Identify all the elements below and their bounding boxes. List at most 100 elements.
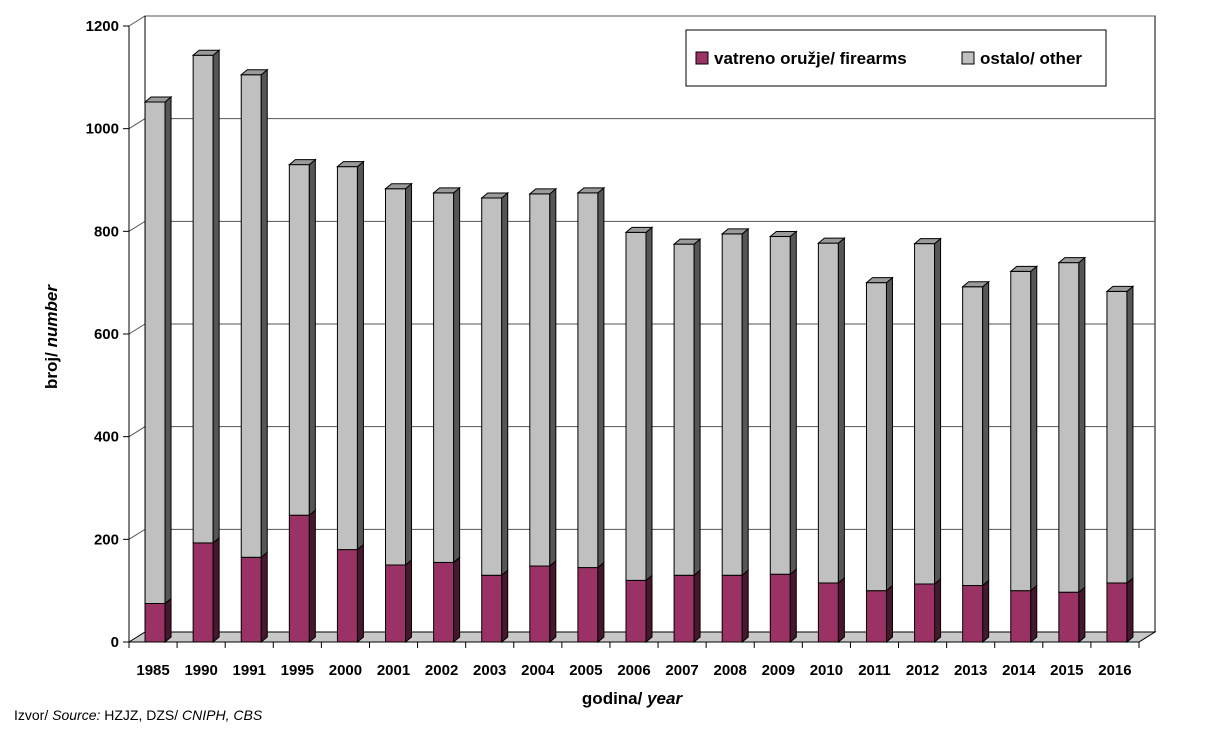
- bar-2005-firearms: [577, 561, 605, 644]
- bar-2003-firearms: [481, 569, 509, 644]
- bar-2015-firearms-front: [1058, 591, 1080, 643]
- y-tick-label-1200: 1200: [86, 18, 119, 35]
- bar-2009-other-top: [768, 230, 798, 237]
- bar-2005-other-front: [577, 192, 599, 569]
- bar-1990-firearms-side: [212, 536, 220, 644]
- bar-2005-firearms-side: [597, 561, 605, 644]
- x-tick-label-2011: 2011: [858, 662, 891, 679]
- bar-1990-other-side: [212, 49, 220, 544]
- bar-2015-other-front: [1058, 262, 1080, 593]
- bar-1991-other-top: [239, 69, 269, 76]
- bar-1990-firearms: [192, 536, 220, 644]
- bar-2002-other-side: [453, 186, 461, 564]
- bar-2003-firearms-front: [481, 574, 503, 643]
- bar-2012-other-front: [914, 243, 936, 585]
- bar-2008-other-side: [741, 227, 749, 577]
- x-tick-label-2006: 2006: [617, 662, 650, 679]
- x-tick-label-2013: 2013: [954, 662, 987, 679]
- x-tick-label-2003: 2003: [473, 662, 506, 679]
- bar-2000-other-side: [356, 160, 364, 551]
- bar-2008-other-front: [721, 233, 743, 576]
- axes: [123, 16, 1140, 648]
- bar-2015-other: [1057, 256, 1087, 594]
- bar-2002-other-front: [433, 192, 455, 563]
- bar-2016-other: [1105, 285, 1135, 585]
- bar-1990-other-front: [192, 54, 214, 544]
- bar-2011-other-top: [865, 277, 894, 284]
- bar-2012-other-side: [934, 237, 942, 586]
- bar-2012-other: [913, 237, 942, 586]
- bar-2014-firearms-side: [1030, 584, 1038, 644]
- bar-1991-other: [239, 68, 269, 559]
- bar-2002-other: [432, 186, 462, 564]
- bar-2004-firearms: [529, 559, 557, 644]
- bar-2006-other: [624, 226, 654, 582]
- bar-2011-firearms: [865, 584, 893, 644]
- x-tick-label-2009: 2009: [762, 662, 795, 679]
- legend-label-other: ostalo/ other: [980, 49, 1082, 68]
- x-tick-label-2007: 2007: [665, 662, 698, 679]
- bar-2004-other-top: [528, 188, 558, 195]
- bar-2002-firearms-side: [453, 556, 461, 644]
- x-tick-label-1990: 1990: [184, 662, 217, 679]
- bar-2012-firearms-side: [934, 577, 942, 644]
- bar-2006-other-front: [625, 231, 647, 581]
- bar-2012-firearms-front: [914, 583, 936, 643]
- bar-2000-firearms: [336, 543, 364, 644]
- bar-2007-other: [672, 238, 702, 577]
- bar-2012-firearms: [914, 577, 942, 644]
- bar-1990-other: [191, 49, 221, 544]
- bar-1995-other-front: [288, 164, 310, 516]
- bar-1995-firearms: [288, 509, 316, 644]
- bar-2002-other-top: [432, 187, 462, 194]
- bar-1985-other-top: [143, 96, 173, 103]
- x-tick-label-2016: 2016: [1098, 662, 1131, 679]
- bar-2010-other-top: [816, 237, 846, 244]
- bar-2007-firearms: [673, 569, 701, 644]
- bar-2011-other-side: [885, 276, 893, 592]
- bar-2016-other-front: [1106, 290, 1128, 584]
- y-tick-label-800: 800: [94, 223, 119, 240]
- y-tick-label-0: 0: [111, 634, 119, 651]
- bar-1985-firearms-side: [164, 597, 172, 644]
- bar-2006-firearms-front: [625, 579, 647, 643]
- bars: [143, 49, 1135, 644]
- source-note: Izvor/ Source: HZJZ, DZS/ CNIPH, CBS: [14, 707, 263, 723]
- x-tick-label-2000: 2000: [329, 662, 362, 679]
- bar-2005-firearms-front: [577, 567, 599, 643]
- bar-1991-firearms-side: [260, 551, 268, 644]
- bar-2015-other-top: [1057, 257, 1087, 264]
- bar-2007-firearms-side: [693, 569, 701, 644]
- bar-2013-other: [961, 280, 991, 587]
- bar-2008-other: [720, 227, 750, 577]
- bar-2014-other-front: [1010, 270, 1032, 592]
- bar-2005-other: [576, 186, 606, 569]
- bar-1985-other-side: [164, 95, 172, 605]
- bar-2000-firearms-side: [356, 543, 364, 644]
- bar-2013-other-top: [961, 281, 991, 288]
- bar-2016-other-side: [1126, 285, 1134, 585]
- bar-2001-other: [384, 182, 413, 567]
- bar-2007-firearms-front: [673, 574, 695, 643]
- x-axis-title: godina/ year: [582, 689, 684, 708]
- bar-1991-other-front: [240, 74, 262, 558]
- x-tick-label-2005: 2005: [569, 662, 602, 679]
- legend-swatch-other: [961, 51, 975, 65]
- y-tick-label-600: 600: [94, 326, 119, 343]
- bar-2010-firearms-front: [817, 582, 839, 643]
- x-tick-label-1991: 1991: [233, 662, 266, 679]
- bar-2013-other-front: [962, 286, 984, 587]
- bar-2010-other-front: [817, 242, 839, 584]
- bar-2010-firearms: [817, 576, 845, 644]
- x-tick-labels: 1985 1990 1991 1995 2000 2001 2002 2003 2004 2005…: [136, 662, 1131, 679]
- bar-2009-other-side: [789, 230, 797, 576]
- bar-2008-firearms: [721, 569, 749, 644]
- bar-2006-firearms: [625, 574, 653, 644]
- bar-2009-firearms-side: [789, 568, 797, 644]
- bar-2003-other-front: [481, 197, 503, 576]
- bar-2003-firearms-side: [501, 569, 509, 644]
- bar-2013-firearms-front: [962, 585, 984, 643]
- bar-2001-firearms-side: [405, 558, 413, 644]
- legend-box: [685, 29, 1107, 87]
- x-tick-label-2010: 2010: [810, 662, 843, 679]
